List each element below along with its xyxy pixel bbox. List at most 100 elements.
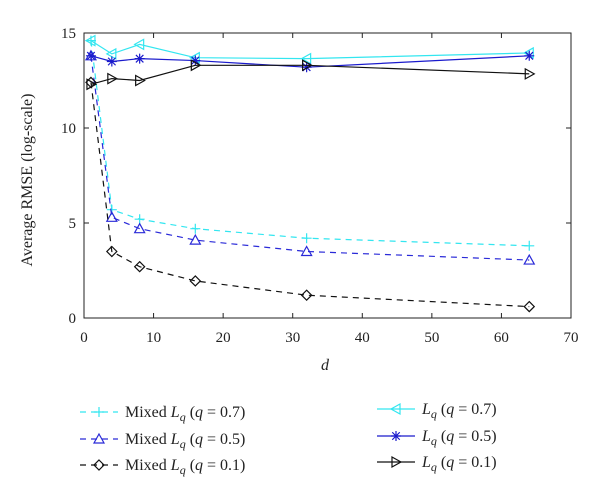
legend-label: Lq (q = 0.1): [421, 454, 497, 474]
series-line: [90, 55, 530, 261]
legend-marker: [92, 432, 106, 444]
series-mixed05: [84, 49, 536, 265]
legend-subscript: q: [431, 460, 437, 474]
series-lq05: [85, 50, 535, 73]
legend-marker: [389, 402, 401, 416]
x-tick-label: 20: [216, 330, 231, 346]
legend-param: (: [437, 454, 446, 471]
legend-item-mixed05: Mixed Lq (q = 0.5): [80, 431, 245, 451]
x-tick-label: 30: [285, 330, 300, 346]
data-point: [302, 59, 313, 72]
legend-prefix: Mixed: [125, 404, 171, 421]
x-axis-label: d: [321, 357, 330, 374]
data-point: [135, 74, 146, 87]
legend-q-value: = 0.1): [454, 454, 496, 471]
legend-symbol: L: [170, 404, 180, 421]
legend-param: (: [186, 457, 195, 474]
legend-q: q: [446, 454, 454, 471]
legend-symbol: L: [421, 428, 431, 445]
data-point: [190, 55, 201, 66]
legend-q-value: = 0.1): [203, 457, 245, 474]
data-point: [133, 260, 146, 273]
series-lq07: [84, 34, 534, 65]
legend-marker: [391, 431, 401, 441]
legend-symbol: L: [170, 457, 180, 474]
legend-item-lq07: Lq (q = 0.7): [377, 401, 497, 421]
legend-subscript: q: [431, 407, 437, 421]
legend-subscript: q: [180, 437, 186, 451]
data-point: [86, 78, 98, 91]
data-point: [300, 52, 312, 65]
data-point: [105, 245, 118, 258]
legend-q: q: [446, 428, 454, 445]
legend-item-lq01: Lq (q = 0.1): [377, 454, 497, 474]
series-line: [90, 55, 530, 68]
legend-item-lq05: Lq (q = 0.5): [377, 428, 497, 448]
data-point: [300, 245, 313, 257]
series-line: [90, 82, 530, 308]
legend-label: Mixed Lq (q = 0.5): [125, 431, 245, 451]
data-point: [84, 34, 96, 47]
x-tick-label: 40: [355, 330, 370, 346]
legend-q: q: [195, 431, 203, 448]
y-tick-label: 0: [69, 311, 77, 327]
legend-q: q: [195, 404, 203, 421]
y-tick-label: 5: [69, 216, 77, 232]
legend-symbol: L: [421, 401, 431, 418]
data-point: [105, 211, 118, 222]
legend-marker: [93, 459, 105, 471]
y-axis: 0 5 10 15: [61, 26, 571, 327]
plot-frame: [83, 32, 572, 319]
y-tick-label: 15: [61, 26, 76, 42]
series-layer: [84, 34, 536, 313]
data-point: [105, 47, 117, 60]
legend-symbol: L: [421, 454, 431, 471]
legend-label: Lq (q = 0.5): [421, 428, 497, 448]
data-point: [523, 253, 536, 265]
legend-prefix: Mixed: [125, 431, 171, 448]
legend-q-value: = 0.7): [203, 404, 245, 421]
y-tick-label: 10: [61, 121, 76, 137]
y-axis-label: Average RMSE (log-scale): [19, 94, 36, 267]
data-point: [133, 38, 145, 51]
legend-q: q: [446, 401, 454, 418]
legend-q-value: = 0.5): [454, 428, 496, 445]
legend-item-mixed01: Mixed Lq (q = 0.1): [80, 457, 245, 477]
legend-symbol: L: [170, 431, 180, 448]
legend-subscript: q: [431, 434, 437, 448]
x-tick-label: 0: [80, 330, 88, 346]
data-point: [301, 62, 312, 73]
legend-item-mixed07: Mixed Lq (q = 0.7): [80, 404, 245, 424]
series-line: [90, 40, 530, 60]
legend-label: Mixed Lq (q = 0.1): [125, 457, 245, 477]
data-point: [134, 53, 145, 64]
data-point: [133, 222, 146, 234]
data-point: [524, 67, 536, 80]
series-line: [90, 64, 530, 85]
data-point: [300, 289, 313, 302]
data-point: [301, 233, 312, 244]
data-point: [190, 223, 201, 234]
x-tick-label: 60: [494, 330, 509, 346]
data-point: [523, 300, 536, 313]
x-tick-label: 10: [146, 330, 161, 346]
x-axis: 0 10 20 30 40 50 60 70: [80, 33, 579, 346]
series-mixed01: [85, 76, 536, 313]
plot-area: [83, 32, 572, 319]
data-point: [107, 72, 119, 85]
legend-param: (: [186, 404, 195, 421]
legend-marker: [94, 407, 104, 417]
legend: Mixed Lq (q = 0.7)Mixed Lq (q = 0.5)Mixe…: [80, 401, 497, 477]
data-point: [524, 50, 535, 61]
x-tick-label: 50: [424, 330, 439, 346]
legend-subscript: q: [180, 410, 186, 424]
legend-label: Lq (q = 0.7): [421, 401, 497, 421]
data-point: [524, 240, 535, 251]
series-lq01: [86, 59, 536, 91]
legend-marker: [391, 455, 403, 469]
legend-q-value: = 0.7): [454, 401, 496, 418]
legend-param: (: [437, 401, 446, 418]
data-point: [189, 233, 202, 245]
legend-label: Mixed Lq (q = 0.7): [125, 404, 245, 424]
